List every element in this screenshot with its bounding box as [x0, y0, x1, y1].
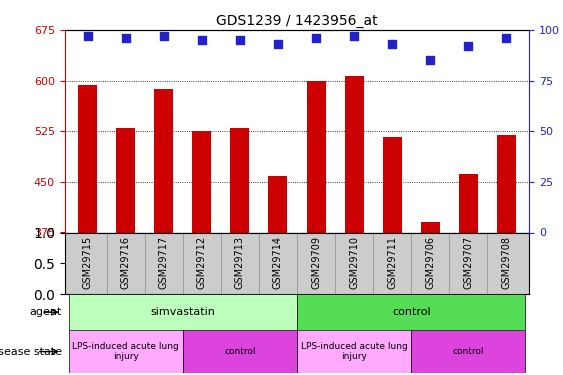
Point	[159, 33, 168, 39]
Point	[235, 37, 244, 43]
Bar	[69, 294, 297, 330]
Bar	[345, 76, 364, 375]
Text: control: control	[392, 307, 431, 317]
Title: GDS1239 / 1423956_at: GDS1239 / 1423956_at	[216, 13, 378, 28]
Bar	[421, 222, 440, 375]
Text: GSM29708: GSM29708	[502, 236, 511, 289]
Text: GSM29712: GSM29712	[197, 236, 207, 289]
Point	[426, 57, 435, 63]
Bar	[78, 85, 97, 375]
Text: control: control	[224, 347, 256, 356]
Bar	[306, 81, 325, 375]
Text: GSM29711: GSM29711	[387, 236, 397, 289]
Bar	[459, 174, 478, 375]
Text: simvastatin: simvastatin	[150, 307, 215, 317]
Text: GSM29710: GSM29710	[349, 236, 359, 289]
Bar	[411, 330, 525, 373]
Text: GSM29715: GSM29715	[83, 236, 92, 289]
Text: GSM29717: GSM29717	[159, 236, 169, 289]
Text: disease state: disease state	[0, 346, 62, 357]
Point	[274, 41, 283, 47]
Bar	[383, 136, 401, 375]
Text: GSM29709: GSM29709	[311, 236, 321, 289]
Text: LPS-induced acute lung
injury: LPS-induced acute lung injury	[72, 342, 179, 361]
Point	[464, 43, 473, 49]
Bar	[497, 135, 516, 375]
Bar	[297, 294, 525, 330]
Bar	[297, 330, 411, 373]
Text: GSM29716: GSM29716	[120, 236, 131, 289]
Bar	[193, 131, 211, 375]
Point	[311, 35, 320, 41]
Text: GSM29707: GSM29707	[463, 236, 473, 289]
Point	[388, 41, 397, 47]
Bar	[183, 330, 297, 373]
Bar	[116, 128, 135, 375]
Text: LPS-induced acute lung
injury: LPS-induced acute lung injury	[301, 342, 408, 361]
Bar	[230, 128, 249, 375]
Bar	[154, 89, 173, 375]
Text: GSM29713: GSM29713	[235, 236, 245, 289]
Bar	[269, 177, 288, 375]
Point	[502, 35, 511, 41]
Text: GSM29706: GSM29706	[425, 236, 435, 289]
Point	[350, 33, 359, 39]
Bar	[69, 330, 183, 373]
Point	[121, 35, 130, 41]
Text: control: control	[453, 347, 484, 356]
Point	[197, 37, 206, 43]
Text: agent: agent	[29, 307, 62, 317]
Point	[83, 33, 92, 39]
Text: GSM29714: GSM29714	[273, 236, 283, 289]
